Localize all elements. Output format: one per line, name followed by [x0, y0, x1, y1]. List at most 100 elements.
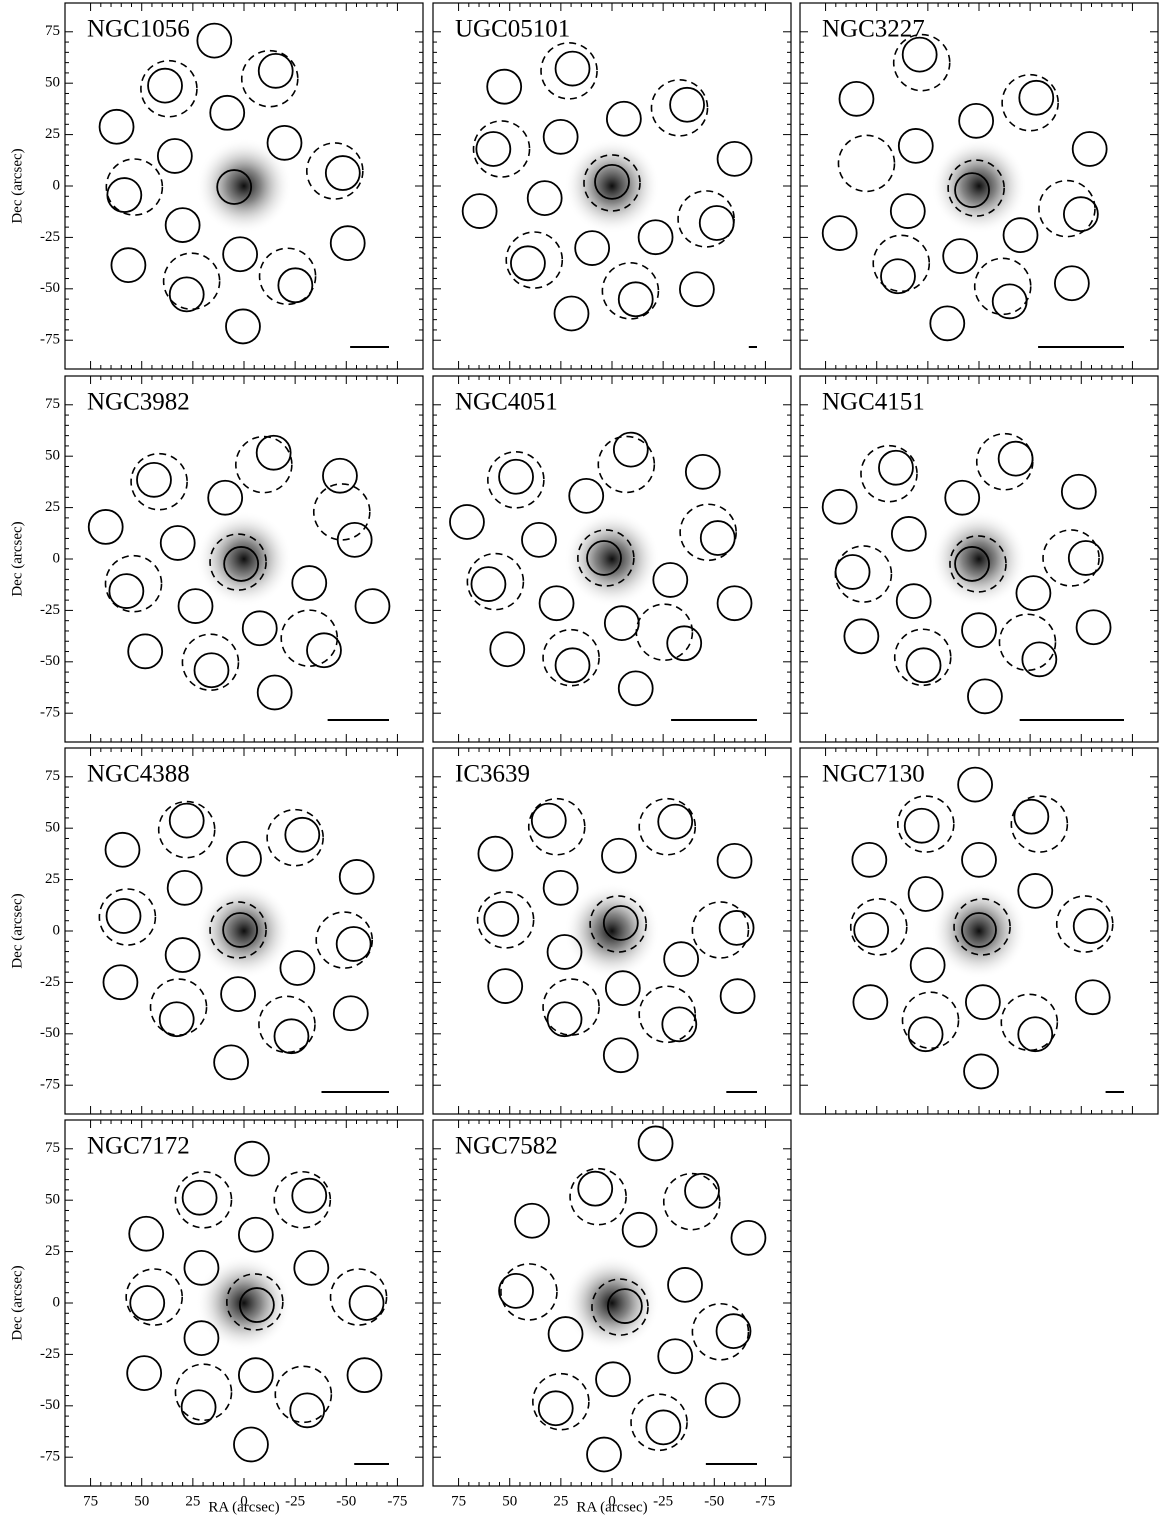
- y-tick-label: 50: [45, 820, 60, 836]
- y-axis-label: Dec (arcsec): [9, 148, 25, 223]
- panel-title: IC3639: [455, 761, 530, 788]
- aperture: [226, 840, 262, 877]
- aperture: [128, 1215, 165, 1252]
- panel-title: NGC7582: [455, 1133, 558, 1160]
- aperture: [291, 565, 328, 601]
- aperture: [612, 431, 649, 468]
- aperture: [346, 1357, 383, 1394]
- aperture: [98, 108, 135, 145]
- aperture: [907, 1016, 944, 1053]
- background-aperture: [949, 535, 1007, 593]
- panel-title: NGC7130: [822, 761, 925, 788]
- aperture: [901, 36, 938, 73]
- y-tick-label: 0: [53, 1294, 61, 1310]
- aperture: [577, 1170, 614, 1207]
- aperture: [279, 950, 316, 986]
- aperture: [329, 225, 366, 262]
- y-tick-label: 75: [45, 1140, 60, 1156]
- aperture: [853, 912, 890, 948]
- background-aperture: [1000, 993, 1059, 1052]
- aperture: [183, 1249, 220, 1286]
- panel-title: NGC3982: [87, 389, 190, 416]
- background-aperture: [315, 911, 374, 969]
- x-tick-label: -50: [704, 1493, 724, 1509]
- aperture: [222, 912, 258, 948]
- background-aperture: [630, 1393, 688, 1452]
- background-aperture: [162, 252, 221, 311]
- source-emission: [196, 511, 292, 607]
- background-aperture: [662, 1172, 721, 1231]
- x-tick-label: -75: [387, 1493, 407, 1509]
- aperture: [110, 247, 147, 284]
- aperture: [667, 1267, 703, 1303]
- aperture: [168, 802, 205, 839]
- aperture: [652, 562, 689, 598]
- x-tick-label: -75: [755, 1493, 775, 1509]
- aperture: [257, 52, 294, 89]
- y-tick-label: -50: [40, 1025, 60, 1041]
- aperture: [821, 215, 858, 251]
- aperture: [834, 554, 871, 590]
- aperture: [716, 843, 753, 879]
- aperture: [237, 1357, 274, 1394]
- background-aperture: [1055, 895, 1114, 953]
- aperture: [164, 207, 201, 243]
- aperture: [256, 674, 293, 711]
- aperture: [207, 479, 244, 516]
- aperture: [526, 180, 563, 217]
- aperture: [291, 1177, 328, 1214]
- aperture: [963, 1053, 999, 1090]
- aperture: [663, 941, 700, 978]
- x-axis-label: RA (arcsec): [208, 1499, 279, 1515]
- aperture: [957, 766, 993, 803]
- background-aperture: [591, 1278, 649, 1336]
- aperture: [354, 588, 391, 624]
- background-aperture: [466, 552, 525, 611]
- aperture: [704, 1382, 741, 1419]
- panel-image: [433, 1120, 791, 1486]
- background-aperture: [527, 797, 586, 856]
- x-tick-label: -50: [336, 1493, 356, 1509]
- panel: 75 50 25 0 -25 -50 -75 75 50 25 0 -25 -50 -75 NGC7172 D…: [9, 1119, 424, 1515]
- panel: NGC4151: [799, 375, 1159, 743]
- background-aperture: [487, 451, 545, 509]
- y-tick-label: 50: [45, 448, 60, 464]
- aperture: [1017, 1016, 1054, 1053]
- panel-image: [433, 748, 791, 1114]
- aperture: [843, 618, 880, 655]
- aperture: [961, 612, 997, 649]
- aperture: [1018, 79, 1055, 116]
- aperture: [716, 140, 753, 177]
- aperture: [542, 869, 579, 906]
- y-axis-label: Dec (arcsec): [9, 1265, 25, 1340]
- aperture: [621, 1211, 658, 1248]
- aperture: [126, 1355, 163, 1391]
- panel: 75 50 25 0 -25 -50 -75 NGC3982 Dec (arcsec): [9, 375, 424, 743]
- x-tick-label: -25: [285, 1493, 305, 1509]
- aperture: [907, 876, 944, 912]
- aperture: [603, 605, 640, 642]
- background-aperture: [650, 79, 709, 137]
- aperture: [487, 968, 524, 1004]
- aperture: [679, 271, 715, 308]
- aperture: [568, 477, 605, 514]
- background-aperture: [104, 554, 163, 613]
- aperture: [1021, 641, 1058, 678]
- background-aperture: [953, 898, 1011, 956]
- panel-image: [433, 376, 791, 742]
- background-aperture: [893, 628, 952, 687]
- aperture: [348, 1285, 385, 1321]
- aperture: [699, 520, 736, 556]
- panel: 75 50 25 0 -25 -50 -75 NGC1056 Dec (arcsec): [9, 2, 424, 370]
- panel-image: [800, 3, 1158, 369]
- source-emission: [564, 1255, 660, 1351]
- aperture: [164, 937, 201, 973]
- background-aperture: [542, 978, 600, 1036]
- aperture: [997, 440, 1034, 477]
- aperture: [324, 155, 361, 191]
- aperture: [965, 984, 1001, 1021]
- y-tick-label: 0: [53, 177, 61, 193]
- panel-image: [65, 748, 423, 1114]
- aperture: [147, 67, 183, 104]
